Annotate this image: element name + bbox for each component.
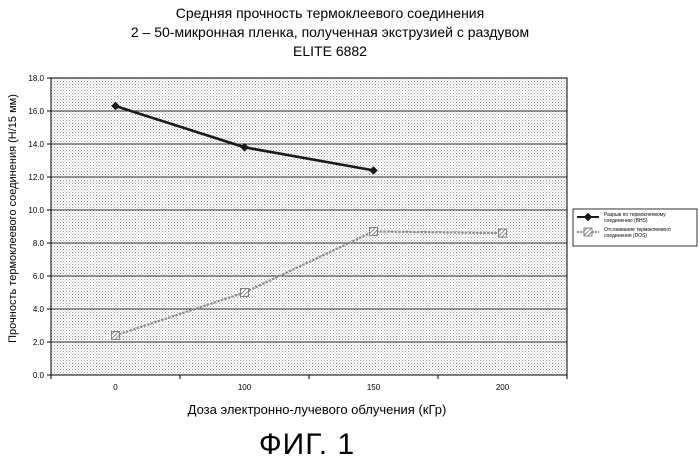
x-axis-label: Доза электронно-лучевого облучения (кГр) xyxy=(188,402,447,417)
x-tick-label: 100 xyxy=(238,383,252,392)
figure-caption: ФИГ. 1 xyxy=(258,428,356,461)
legend-swatch-marker xyxy=(583,227,593,237)
y-tick-label: 16.0 xyxy=(28,107,44,116)
legend-label: Отслаивание термоклеевого соединения (DOS… xyxy=(604,227,671,239)
y-tick-label: 6.0 xyxy=(33,272,45,281)
y-axis-label: Прочность термоклеевого соединения (Н/15… xyxy=(7,94,19,343)
y-tick-label: 4.0 xyxy=(33,305,45,314)
legend-box xyxy=(572,208,698,247)
x-tick-label: 0 xyxy=(113,383,118,392)
legend-swatch-marker xyxy=(583,212,593,222)
data-point xyxy=(111,330,120,340)
y-tick-label: 0.0 xyxy=(33,371,45,380)
y-tick-label: 2.0 xyxy=(33,338,45,347)
y-tick-label: 12.0 xyxy=(28,173,44,182)
data-point xyxy=(369,227,378,236)
x-tick-label: 150 xyxy=(367,383,381,392)
y-tick-label: 8.0 xyxy=(33,239,45,248)
plot-area xyxy=(50,77,568,376)
chart-title-line-3: ELITE 6882 xyxy=(293,43,367,59)
series-line-2 xyxy=(115,230,503,337)
data-point xyxy=(240,288,249,297)
x-tick-label: 200 xyxy=(496,383,510,392)
data-point xyxy=(369,166,378,175)
legend-label: Разрыв по термоклеевому соединению (BHS) xyxy=(604,212,666,224)
y-tick-label: 18.0 xyxy=(28,74,44,83)
data-point xyxy=(240,142,249,152)
y-tick-label: 14.0 xyxy=(28,140,44,149)
data-point xyxy=(498,228,507,238)
chart-title-line-1: Средняя прочность термоклеевого соединен… xyxy=(175,5,485,21)
data-point xyxy=(111,101,120,111)
y-tick-label: 10.0 xyxy=(28,206,44,215)
chart-title-line-2: 2 – 50-микронная пленка, полученная экст… xyxy=(130,24,530,40)
